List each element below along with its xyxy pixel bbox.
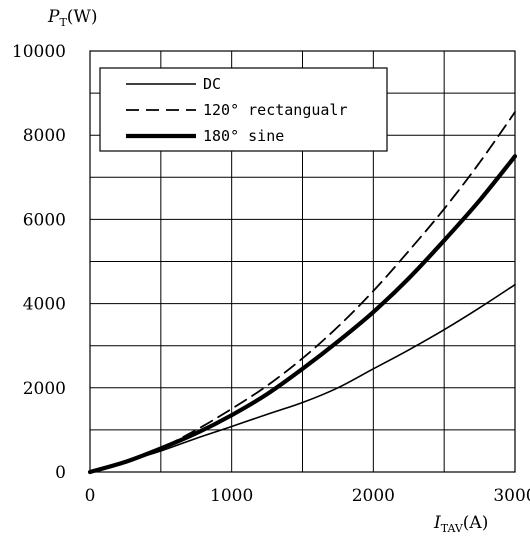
legend-label-1: 120° rectangualr (203, 101, 348, 119)
legend-label-2: 180° sine (203, 127, 284, 145)
series-line-2 (87, 154, 518, 475)
legend: DC 120° rectangualr 180° sine (99, 67, 388, 152)
series-line-0 (89, 283, 516, 473)
series-line-1 (89, 111, 516, 473)
y-tick-label: 4000 (23, 295, 66, 315)
x-tick-label: 2000 (352, 486, 395, 506)
series-layer (87, 111, 518, 475)
x-tick-label: 1000 (210, 486, 253, 506)
grid (89, 50, 516, 473)
y-tick-label: 6000 (23, 210, 66, 230)
y-tick-label: 10000 (12, 42, 66, 62)
y-tick-label: 0 (55, 463, 66, 483)
plot-frame (89, 50, 516, 473)
x-axis-title: ITAV(A) (433, 513, 488, 535)
y-axis-title: PT(W) (47, 7, 98, 29)
y-tick-label: 2000 (23, 379, 66, 399)
y-tick-label: 8000 (23, 126, 66, 146)
legend-label-0: DC (203, 75, 221, 93)
x-tick-label: 0 (85, 486, 96, 506)
